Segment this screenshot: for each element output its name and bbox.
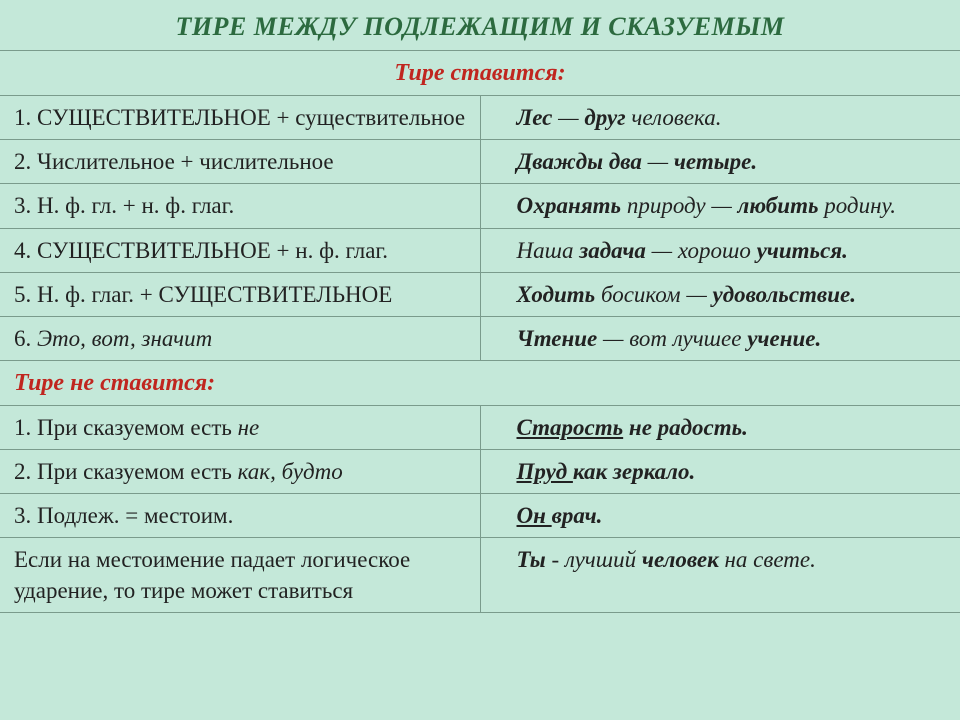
rule-part: СУЩЕСТВИТЕЛЬНОЕ	[159, 282, 393, 307]
example-part: четыре.	[674, 149, 757, 174]
example-cell: Ходить босиком — удовольствие.	[480, 272, 960, 316]
rule-part: 3. Подлеж. = местоим.	[14, 503, 233, 528]
example-part: Ходить	[517, 282, 596, 307]
table-row: 3. Н. ф. гл. + н. ф. глаг. Охранять приро…	[0, 184, 960, 228]
example-part: Наша	[517, 238, 580, 263]
example-part: Чтение	[517, 326, 598, 351]
example-part: человека.	[631, 105, 721, 130]
example-part: удовольствие.	[713, 282, 856, 307]
example-cell: Старость не радость.	[480, 406, 960, 450]
rule-part: 1. При сказуемом есть	[14, 415, 238, 440]
rule-cell: 6. Это, вот, значит	[0, 316, 480, 360]
example-part: Дважды два	[517, 149, 642, 174]
table-row: 2. Числительное + числительное Дважды два…	[0, 140, 960, 184]
rule-part: 5. Н. ф. глаг. +	[14, 282, 159, 307]
example-part: Охранять	[517, 193, 622, 218]
section-header-yes: Тире ставится:	[0, 51, 960, 96]
page-title: ТИРЕ МЕЖДУ ПОДЛЕЖАЩИМ И СКАЗУЕМЫМ	[0, 12, 960, 42]
rule-cell: 2. Числительное + числительное	[0, 140, 480, 184]
example-part: любить	[738, 193, 819, 218]
table-row: Если на местоимение падает логическое уд…	[0, 538, 960, 613]
example-part: —	[552, 105, 584, 130]
rule-part: 3. Н. ф. гл. + н. ф. глаг.	[14, 193, 234, 218]
rule-cell: 2. При сказуемом есть как, будто	[0, 450, 480, 494]
example-cell: Ты - лучший человек на свете.	[480, 538, 960, 613]
rule-part: как, будто	[238, 459, 343, 484]
table-row: 2. При сказуемом есть как, будто Пруд ка…	[0, 450, 960, 494]
example-part: Старость	[517, 415, 624, 440]
rule-part: не	[238, 415, 260, 440]
example-cell: Чтение — вот лучшее учение.	[480, 316, 960, 360]
example-part: природу —	[621, 193, 737, 218]
table-row: 4. СУЩЕСТВИТЕЛЬНОЕ + н. ф. глаг.Наша зад…	[0, 228, 960, 272]
table-row: 1. СУЩЕСТВИТЕЛЬНОЕ + существительноеЛес …	[0, 96, 960, 140]
rule-part: 6.	[14, 326, 37, 351]
example-part: учение.	[747, 326, 821, 351]
rule-cell: 3. Подлеж. = местоим.	[0, 494, 480, 538]
example-part: родину.	[818, 193, 896, 218]
rule-part: СУЩЕСТВИТЕЛЬНОЕ	[37, 238, 271, 263]
example-cell: Лес — друг человека.	[480, 96, 960, 140]
table-row: 1. При сказуемом есть неСтарость не радо…	[0, 406, 960, 450]
example-part: Он	[517, 503, 552, 528]
example-part: человек	[642, 547, 719, 572]
rule-cell: 3. Н. ф. гл. + н. ф. глаг.	[0, 184, 480, 228]
example-part: не радость.	[623, 415, 748, 440]
rule-cell: 1. При сказуемом есть не	[0, 406, 480, 450]
example-cell: Пруд как зеркало.	[480, 450, 960, 494]
example-part: босиком —	[595, 282, 712, 307]
rule-cell: 5. Н. ф. глаг. + СУЩЕСТВИТЕЛЬНОЕ	[0, 272, 480, 316]
example-part: врач.	[552, 503, 603, 528]
rule-part: 4.	[14, 238, 37, 263]
rule-part: 2. При сказуемом есть	[14, 459, 238, 484]
rule-part: 1.	[14, 105, 37, 130]
rule-part: + существительное	[271, 105, 465, 130]
rule-cell: 1. СУЩЕСТВИТЕЛЬНОЕ + существительное	[0, 96, 480, 140]
example-part: задача	[579, 238, 646, 263]
rule-part: Если на местоимение падает логическое уд…	[14, 547, 410, 603]
table-row: 5. Н. ф. глаг. + СУЩЕСТВИТЕЛЬНОЕХодить б…	[0, 272, 960, 316]
example-cell: Он врач.	[480, 494, 960, 538]
rule-part: СУЩЕСТВИТЕЛЬНОЕ	[37, 105, 271, 130]
rules-table: Тире ставится:1. СУЩЕСТВИТЕЛЬНОЕ + сущес…	[0, 50, 960, 613]
rule-part: Это, вот, значит	[37, 326, 212, 351]
section-header-no: Тире не ставится:	[0, 360, 960, 405]
example-part: учиться.	[757, 238, 848, 263]
example-part: — вот лучшее	[597, 326, 747, 351]
rule-cell: Если на местоимение падает логическое уд…	[0, 538, 480, 613]
rule-cell: 4. СУЩЕСТВИТЕЛЬНОЕ + н. ф. глаг.	[0, 228, 480, 272]
example-part: на свете.	[719, 547, 816, 572]
example-part: — хорошо	[646, 238, 757, 263]
example-part: - лучший	[546, 547, 642, 572]
rule-part: 2. Числительное + числительное	[14, 149, 334, 174]
table-row: 6. Это, вот, значитЧтение — вот лучшее у…	[0, 316, 960, 360]
rule-part: + н. ф. глаг.	[271, 238, 388, 263]
example-part: Ты	[517, 547, 546, 572]
example-cell: Охранять природу — любить родину.	[480, 184, 960, 228]
example-part: друг	[584, 105, 631, 130]
example-cell: Наша задача — хорошо учиться.	[480, 228, 960, 272]
example-part: —	[642, 149, 674, 174]
example-part: Лес	[517, 105, 553, 130]
example-cell: Дважды два — четыре.	[480, 140, 960, 184]
table-row: 3. Подлеж. = местоим. Он врач.	[0, 494, 960, 538]
example-part: как зеркало.	[573, 459, 695, 484]
example-part: Пруд	[517, 459, 573, 484]
